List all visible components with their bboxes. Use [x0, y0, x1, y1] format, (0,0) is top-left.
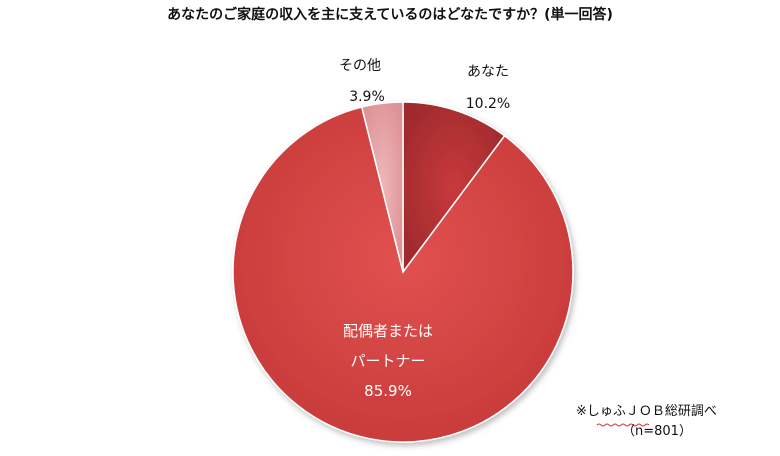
slice-value-2: 85.9% [364, 382, 412, 400]
slice-value-1: 10.2% [466, 96, 510, 112]
source-note: ※しゅふＪＯＢ総研調べ [576, 404, 717, 419]
slice-label-2-line-2: パートナー [350, 352, 425, 370]
slice-label-1: あなた [467, 64, 509, 80]
pie-slice-1 [402, 101, 506, 275]
slice-label-2: 配偶者または [343, 322, 433, 340]
pie-slice-3 [360, 101, 404, 273]
pie-slices [232, 101, 574, 443]
sample-size-note: （n=801） [622, 424, 692, 439]
chart-title: あなたのご家庭の収入を主に支えているのはどなたですか？(単一回答) [167, 6, 613, 23]
spellcheck-underline [596, 423, 650, 427]
slice-label-3: その他 [339, 58, 381, 74]
slice-value-3: 3.9% [349, 89, 385, 105]
pie-slice-2 [232, 106, 574, 443]
